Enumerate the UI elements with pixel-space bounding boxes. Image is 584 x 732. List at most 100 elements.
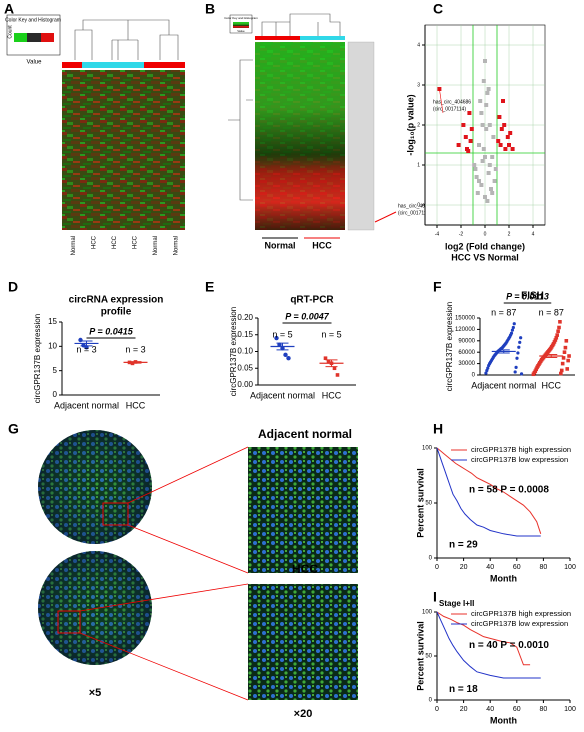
survival-line [436, 447, 542, 534]
point [517, 345, 521, 349]
panel-letter: B [205, 1, 215, 17]
x-tick-label: -4 [435, 231, 440, 237]
point [483, 195, 487, 199]
column-label: HCC [132, 235, 138, 249]
point [489, 187, 493, 191]
point [499, 127, 504, 131]
point [510, 328, 515, 332]
error-bar [497, 349, 510, 354]
point [283, 352, 288, 358]
point [519, 336, 523, 340]
x-tick-label: HCC [126, 400, 146, 410]
y-tick-label: 10 [48, 341, 57, 350]
point [567, 354, 571, 358]
y-axis-label: Percent survival [415, 621, 425, 691]
point [534, 367, 538, 372]
point [474, 175, 479, 179]
point [473, 167, 478, 171]
point [564, 339, 569, 343]
point [485, 91, 490, 95]
chart-title: FISH [521, 291, 544, 302]
point [496, 139, 501, 143]
x-tick-label: 80 [540, 564, 548, 571]
y-tick-label: 60000 [458, 350, 475, 356]
y-tick-label: 4 [417, 42, 420, 48]
point [286, 356, 291, 361]
x-tick-label: 0 [484, 231, 487, 237]
point [484, 127, 489, 131]
annotation: n = 40 P = 0.0010 [469, 640, 549, 651]
point [332, 366, 337, 371]
point [481, 147, 486, 151]
x-tick-label: 80 [540, 706, 548, 713]
x-tick-label: Adjacent normal [250, 390, 315, 400]
point [483, 155, 487, 159]
y-tick-label: 0.15 [237, 330, 253, 339]
y-tick-label: 150000 [455, 316, 476, 322]
x-tick-label: 20 [460, 706, 468, 713]
point [566, 358, 570, 363]
annotation: n = 29 [449, 539, 478, 550]
panel-letter: H [433, 421, 443, 437]
key-xlabel: Value [27, 60, 43, 66]
n-label: n = 87 [539, 307, 564, 317]
point [518, 340, 522, 344]
legend-label: circGPR137B low expression [471, 619, 568, 628]
point [492, 179, 497, 183]
zoom-image [248, 584, 358, 700]
error-bar [80, 340, 93, 347]
error-bar [545, 354, 558, 358]
dendrogram [261, 13, 341, 36]
point [487, 123, 492, 127]
y-tick-label: 15 [48, 317, 57, 326]
point [483, 59, 487, 63]
point [78, 337, 83, 343]
x-tick-label: HCC [322, 390, 342, 400]
zoom-line [79, 446, 249, 701]
y-tick-label: 0.10 [237, 347, 253, 356]
chart-title: Stage I+II [439, 599, 474, 608]
tissue-overlay [38, 430, 152, 544]
point [490, 155, 495, 159]
point [461, 123, 466, 127]
point [480, 159, 485, 163]
point [480, 123, 485, 127]
dendrogram [74, 19, 179, 60]
y-axis-label: circGPR137B expression [33, 314, 42, 403]
point [507, 143, 511, 147]
group-label: HCC [312, 240, 332, 250]
point [519, 372, 524, 376]
column-label: Normal [71, 236, 77, 255]
point [553, 338, 558, 342]
key-xlabel: Value [237, 29, 245, 33]
y-tick-label: 120000 [455, 327, 476, 333]
heatmap [62, 70, 185, 230]
y-tick-label: 2 [417, 122, 420, 128]
row-labels [347, 41, 375, 231]
y-tick-label: 30000 [458, 361, 475, 367]
color-key [14, 33, 27, 42]
p-label: P = 0.0113 [506, 291, 549, 301]
point [491, 135, 496, 139]
point [486, 366, 490, 370]
point [487, 163, 492, 167]
point [493, 167, 498, 171]
p-label: P = 0.0047 [285, 311, 329, 321]
point [503, 147, 508, 151]
annotation-arrow [374, 211, 397, 223]
x-tick-label: Adjacent normal [471, 380, 536, 390]
point [508, 131, 513, 135]
survival-line [436, 447, 541, 537]
y-tick-label: 0 [53, 390, 58, 399]
y-axis-label: circGPR137B expression [229, 307, 238, 396]
color-key [14, 33, 54, 42]
panel-letter: F [433, 279, 442, 295]
group-bar [82, 62, 144, 68]
magnification: ×5 [89, 687, 102, 699]
n-label: n = 5 [321, 329, 341, 339]
column-label: Normal [153, 236, 159, 255]
point [456, 143, 461, 147]
n-label: n = 3 [125, 344, 145, 354]
point [509, 331, 514, 335]
